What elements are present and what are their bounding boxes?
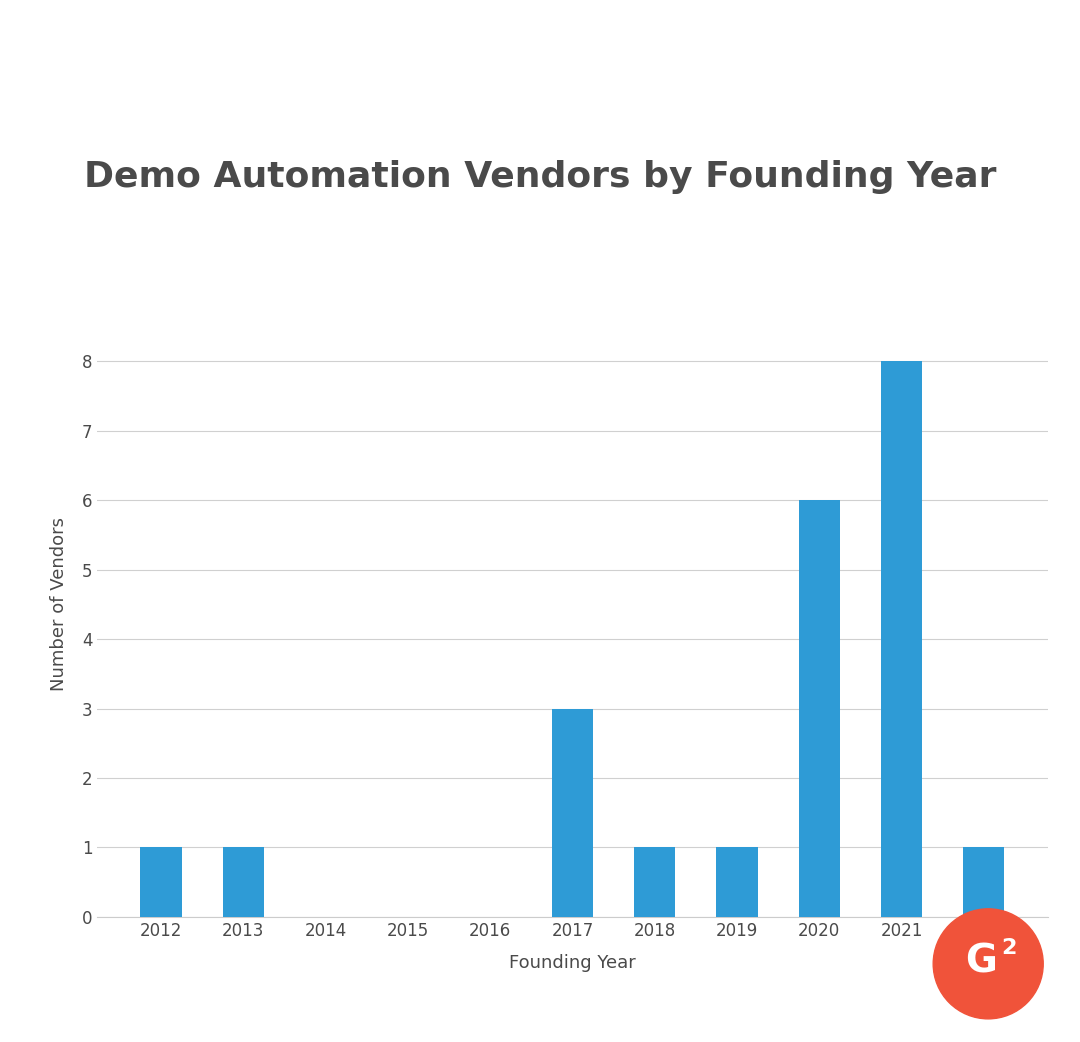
Bar: [222, 847, 264, 917]
Bar: [634, 847, 675, 917]
Text: Demo Automation Vendors by Founding Year: Demo Automation Vendors by Founding Year: [84, 160, 996, 194]
Text: G: G: [966, 943, 997, 981]
Bar: [881, 362, 922, 917]
Bar: [552, 709, 593, 917]
Y-axis label: Number of Vendors: Number of Vendors: [50, 518, 68, 691]
X-axis label: Founding Year: Founding Year: [509, 953, 636, 972]
Bar: [716, 847, 757, 917]
Bar: [140, 847, 181, 917]
Circle shape: [933, 909, 1043, 1019]
Bar: [963, 847, 1004, 917]
Bar: [799, 500, 840, 917]
Text: 2: 2: [1001, 938, 1016, 958]
